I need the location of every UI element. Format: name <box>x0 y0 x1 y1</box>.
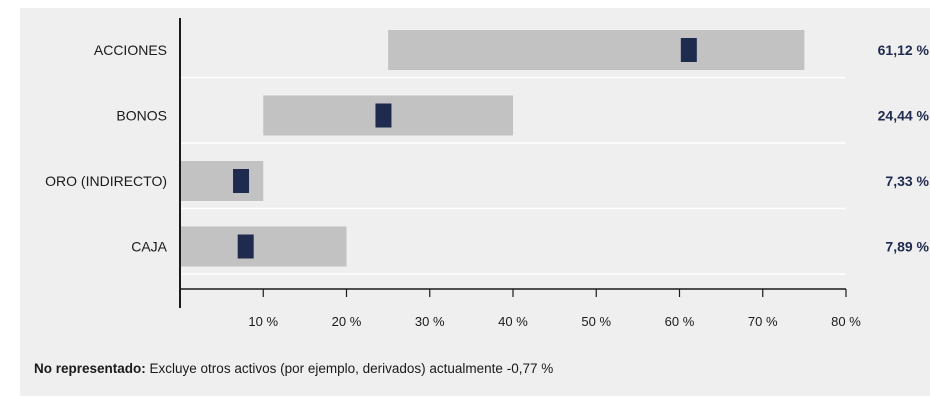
x-tick-label-5: 60 % <box>665 314 695 329</box>
x-tick-label-1: 20 % <box>332 314 362 329</box>
value-marker-3 <box>237 234 254 259</box>
category-label-1: BONOS <box>116 108 167 124</box>
footnote-text: Excluye otros activos (por ejemplo, deri… <box>145 361 554 376</box>
x-tick-label-6: 70 % <box>748 314 778 329</box>
footnote-label: No representado: <box>34 361 146 376</box>
x-tick-label-4: 50 % <box>581 314 611 329</box>
category-label-0: ACCIONES <box>94 42 167 58</box>
value-label-2: 7,33 % <box>885 173 929 189</box>
x-tick-label-0: 10 % <box>248 314 278 329</box>
category-label-2: ORO (INDIRECTO) <box>45 173 167 189</box>
chart-panel <box>20 8 930 396</box>
range-bar-0 <box>388 30 805 70</box>
x-tick-label-2: 30 % <box>415 314 445 329</box>
value-marker-2 <box>233 169 250 193</box>
range-bar-2 <box>180 161 264 201</box>
range-bar-3 <box>180 226 347 267</box>
category-label-3: CAJA <box>131 239 167 255</box>
value-label-3: 7,89 % <box>885 239 929 255</box>
value-marker-0 <box>680 38 697 62</box>
x-tick-label-3: 40 % <box>498 314 528 329</box>
x-tick-label-7: 80 % <box>831 314 861 329</box>
footnote: No representado: Excluye otros activos (… <box>34 361 553 376</box>
value-label-0: 61,12 % <box>878 42 930 58</box>
value-label-1: 24,44 % <box>878 108 930 124</box>
value-marker-1 <box>375 103 392 128</box>
